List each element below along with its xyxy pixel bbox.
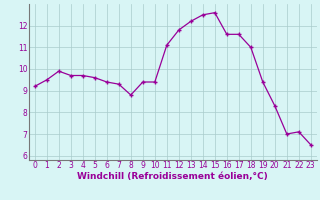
- X-axis label: Windchill (Refroidissement éolien,°C): Windchill (Refroidissement éolien,°C): [77, 172, 268, 181]
